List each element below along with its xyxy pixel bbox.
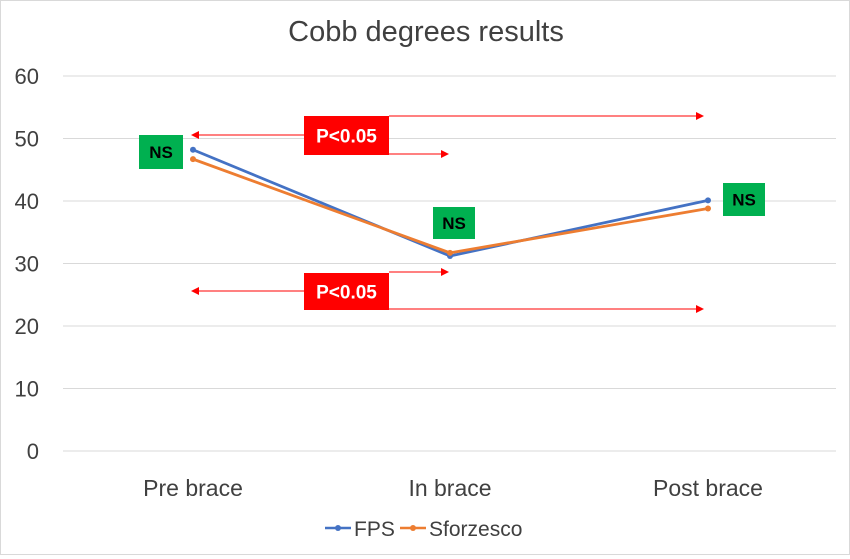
data-point-fps <box>190 146 196 153</box>
y-tick-label: 50 <box>15 127 39 152</box>
chart-title: Cobb degrees results <box>288 16 564 48</box>
ns-in-brace-box <box>433 207 475 239</box>
gridlines <box>63 75 836 452</box>
series-lines <box>190 146 711 259</box>
ns-pre-brace-label: NS <box>149 143 173 162</box>
series-line-fps <box>192 148 709 258</box>
y-tick-label: 30 <box>15 252 39 277</box>
ns-in-brace-label: NS <box>442 214 466 233</box>
legend-marker-fps <box>335 525 341 531</box>
legend-label-fps: FPS <box>354 518 395 541</box>
p-value-lower-box <box>304 273 389 310</box>
y-tick-label: 60 <box>15 64 39 89</box>
legend-marker-sforzesco <box>410 525 416 531</box>
legend: FPS Sforzesco <box>325 518 522 541</box>
data-point-sforzesco <box>447 249 453 256</box>
y-tick-label: 0 <box>27 439 39 464</box>
x-tick-label: Pre brace <box>143 475 243 501</box>
y-tick-label: 10 <box>15 377 39 402</box>
ns-pre-brace-box <box>139 135 183 169</box>
significance-annotations: P<0.05 P<0.05 NS NS NS <box>139 112 765 313</box>
ns-post-brace-label: NS <box>732 191 756 210</box>
data-point-sforzesco <box>190 156 196 163</box>
y-tick-label: 40 <box>15 189 39 214</box>
x-tick-label: Post brace <box>653 475 763 501</box>
legend-label-sforzesco: Sforzesco <box>429 518 522 541</box>
y-tick-label: 20 <box>15 314 39 339</box>
ns-post-brace-box <box>723 183 765 216</box>
p-value-upper-label: P<0.05 <box>316 127 377 148</box>
p-value-lower-label: P<0.05 <box>316 283 377 304</box>
x-tick-label: In brace <box>408 475 491 501</box>
p-value-upper-box <box>304 116 389 155</box>
data-point-sforzesco <box>705 205 711 212</box>
x-axis-ticks: Pre brace In brace Post brace <box>143 475 763 501</box>
data-point-fps <box>705 197 711 204</box>
y-axis-ticks: 0 10 20 30 40 50 60 <box>15 64 39 464</box>
